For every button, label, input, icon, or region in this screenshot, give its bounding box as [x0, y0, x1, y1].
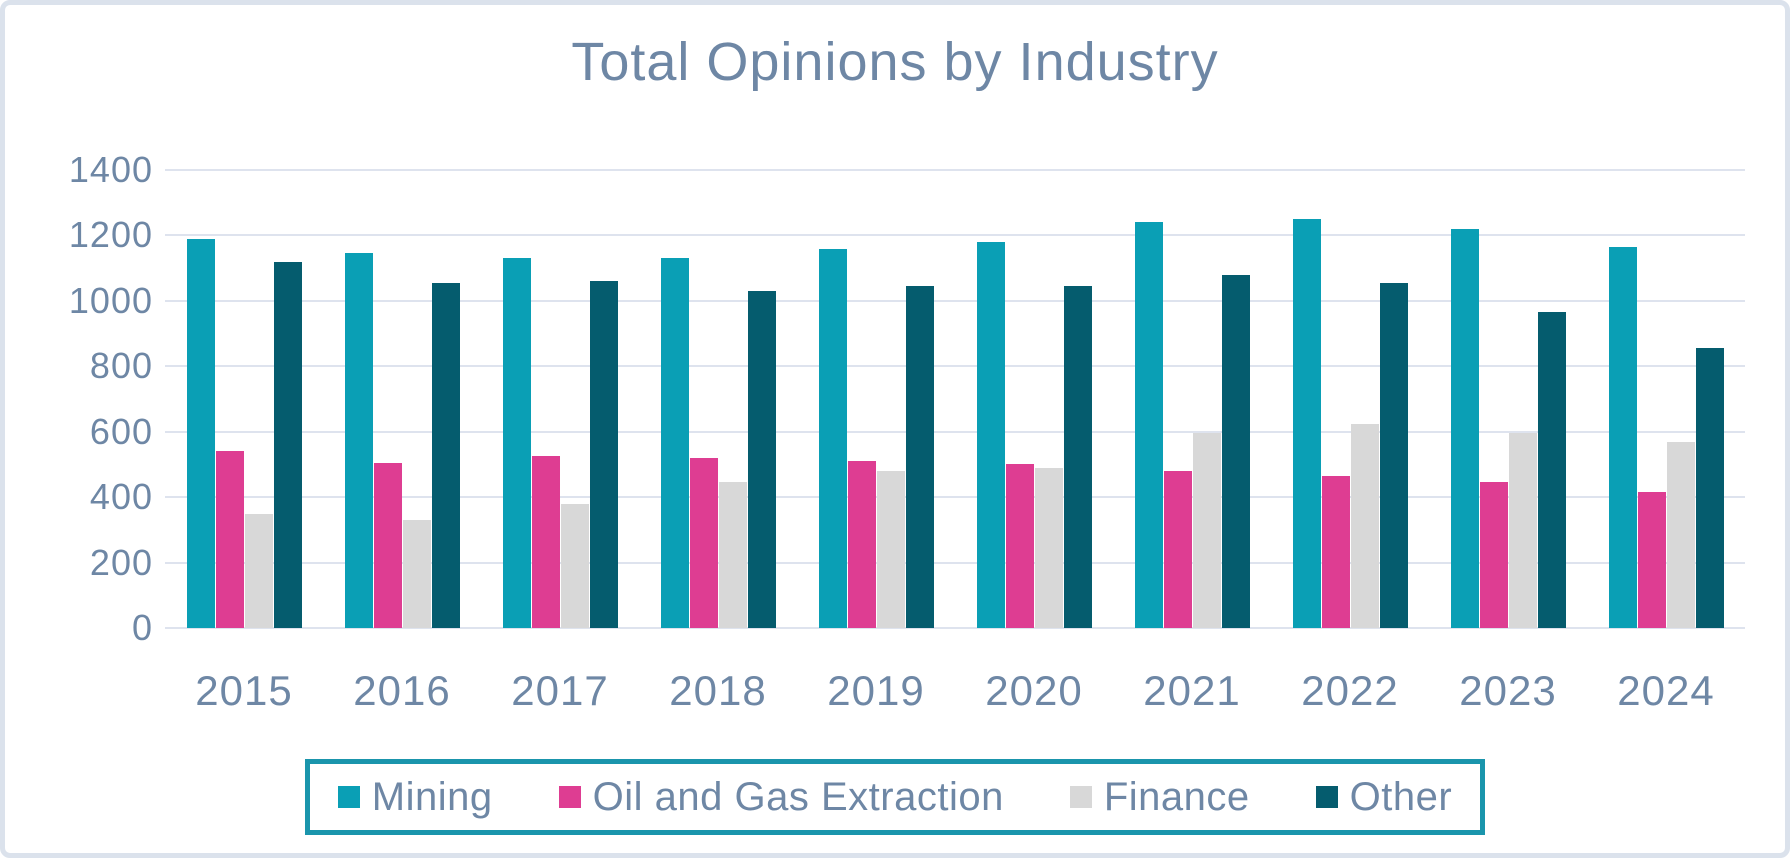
bar-other-2017 [589, 281, 618, 628]
gridline [165, 496, 1745, 499]
bar-mining-2017 [502, 258, 531, 628]
bar-group-2017 [481, 170, 639, 628]
y-tick-label: 1200 [68, 214, 153, 256]
x-tick-label-2016: 2016 [353, 667, 451, 714]
y-axis: 1400 1200 1000 800 600 400 200 0 [13, 149, 153, 648]
x-tick-label-2023: 2023 [1459, 667, 1557, 714]
x-tick-label-2015: 2015 [195, 667, 293, 714]
bar-other-2020 [1063, 286, 1092, 628]
x-tick-label-2021: 2021 [1143, 667, 1241, 714]
bar-finance-2020 [1034, 467, 1063, 628]
bar-mining-2015 [186, 238, 215, 628]
y-tick-label: 600 [89, 410, 153, 452]
bar-mining-2020 [976, 241, 1005, 628]
bar-finance-2024 [1666, 441, 1695, 628]
legend-label: Other [1349, 774, 1453, 819]
bar-finance-2022 [1350, 423, 1379, 628]
legend-swatch-icon [1315, 786, 1338, 808]
gridline [165, 627, 1745, 629]
x-tick-label-2022: 2022 [1301, 667, 1399, 714]
bar-oil-and-gas-extraction-2019 [847, 461, 876, 628]
bar-mining-2016 [344, 253, 373, 628]
bar-mining-2023 [1450, 228, 1479, 628]
bar-oil-and-gas-extraction-2024 [1637, 492, 1666, 628]
bar-group-2020 [955, 170, 1113, 628]
legend-swatch-icon [558, 786, 581, 808]
bar-oil-and-gas-extraction-2016 [373, 462, 402, 628]
chart-title: Total Opinions by Industry [571, 32, 1219, 92]
bar-groups [165, 170, 1745, 628]
bar-group-2022 [1271, 170, 1429, 628]
bar-oil-and-gas-extraction-2015 [215, 451, 244, 628]
x-tick-label-2024: 2024 [1617, 667, 1715, 714]
bar-group-2023 [1429, 170, 1587, 628]
bar-other-2015 [273, 261, 302, 628]
bar-other-2018 [747, 291, 776, 628]
gridline [165, 430, 1745, 433]
bar-finance-2018 [718, 482, 747, 628]
bar-other-2019 [905, 286, 934, 628]
bar-other-2016 [431, 282, 460, 628]
bar-oil-and-gas-extraction-2018 [689, 457, 718, 628]
bar-group-2019 [797, 170, 955, 628]
bar-other-2023 [1537, 312, 1566, 628]
bar-oil-and-gas-extraction-2020 [1005, 464, 1034, 628]
bar-group-2015 [165, 170, 323, 628]
bar-mining-2022 [1292, 219, 1321, 628]
legend-item-oil-and-gas-extraction: Oil and Gas Extraction [558, 774, 1004, 820]
y-tick-label: 0 [131, 607, 153, 648]
y-tick-label: 400 [89, 476, 153, 518]
bar-finance-2019 [876, 470, 905, 628]
bar-finance-2023 [1508, 433, 1537, 628]
legend-label: Finance [1103, 774, 1250, 819]
legend: Mining Oil and Gas Extraction Finance Other [305, 759, 1485, 835]
bar-mining-2021 [1134, 222, 1163, 628]
bar-group-2018 [639, 170, 797, 628]
bar-finance-2015 [244, 513, 273, 628]
bar-finance-2021 [1192, 433, 1221, 628]
y-tick-label: 200 [89, 541, 153, 583]
legend-swatch-icon [1069, 786, 1092, 808]
x-tick-label-2019: 2019 [827, 667, 925, 714]
bar-mining-2024 [1608, 246, 1637, 628]
bar-mining-2018 [660, 258, 689, 628]
legend-label: Oil and Gas Extraction [592, 774, 1004, 819]
legend-swatch-icon [337, 786, 360, 808]
y-tick-label: 800 [89, 345, 153, 387]
legend-item-mining: Mining [337, 774, 493, 820]
legend-label: Mining [371, 774, 493, 819]
bar-mining-2019 [818, 248, 847, 628]
x-axis: 2015 2016 2017 2018 2019 2020 2021 2022 2023 2024 [165, 667, 1745, 715]
bar-oil-and-gas-extraction-2017 [531, 456, 560, 628]
bar-oil-and-gas-extraction-2021 [1163, 470, 1192, 628]
x-tick-label-2017: 2017 [511, 667, 609, 714]
bar-other-2024 [1695, 348, 1724, 628]
x-tick-label-2018: 2018 [669, 667, 767, 714]
bar-oil-and-gas-extraction-2022 [1321, 475, 1350, 628]
gridline [165, 365, 1745, 368]
bar-finance-2016 [402, 520, 431, 628]
x-tick-label-2020: 2020 [985, 667, 1083, 714]
legend-item-finance: Finance [1069, 774, 1250, 820]
bar-oil-and-gas-extraction-2023 [1479, 482, 1508, 628]
bar-group-2016 [323, 170, 481, 628]
bar-group-2024 [1587, 170, 1745, 628]
bar-group-2021 [1113, 170, 1271, 628]
legend-item-other: Other [1315, 774, 1453, 820]
gridline [165, 234, 1745, 237]
bar-other-2022 [1379, 282, 1408, 628]
y-tick-label: 1000 [68, 279, 153, 321]
bar-finance-2017 [560, 503, 589, 628]
y-tick-label: 1400 [68, 149, 153, 190]
gridline [165, 299, 1745, 302]
gridline [165, 169, 1745, 171]
bar-other-2021 [1221, 274, 1250, 628]
gridline [165, 561, 1745, 564]
plot-area [165, 169, 1745, 629]
